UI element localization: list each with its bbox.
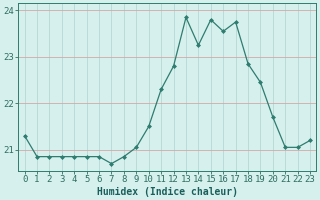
X-axis label: Humidex (Indice chaleur): Humidex (Indice chaleur) (97, 186, 238, 197)
